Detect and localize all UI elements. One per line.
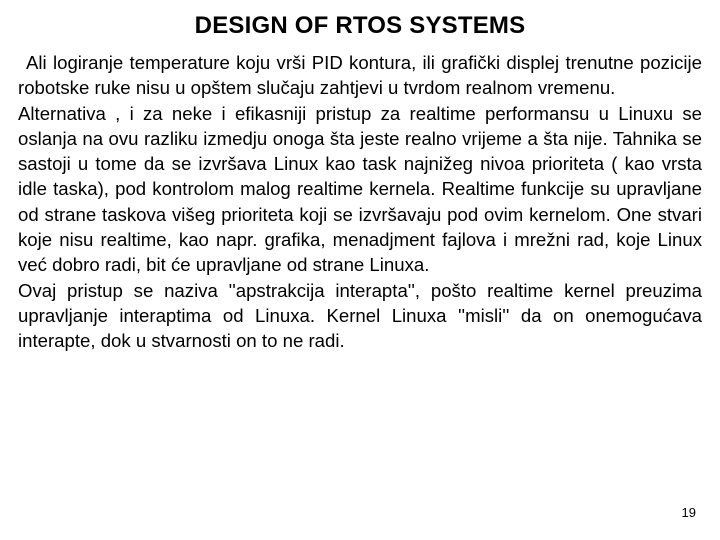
paragraph-1: Ali logiranje temperature koju vrši PID … [18,50,702,101]
page-number: 19 [682,505,696,520]
paragraph-2: Alternativa , i za neke i efikasniji pri… [18,101,702,278]
slide-container: DESIGN OF RTOS SYSTEMS Ali logiranje tem… [0,0,720,540]
slide-body: Ali logiranje temperature koju vrši PID … [18,50,702,353]
slide-title: DESIGN OF RTOS SYSTEMS [18,12,702,40]
paragraph-3: Ovaj pristup se naziva ''apstrakcija int… [18,278,702,354]
